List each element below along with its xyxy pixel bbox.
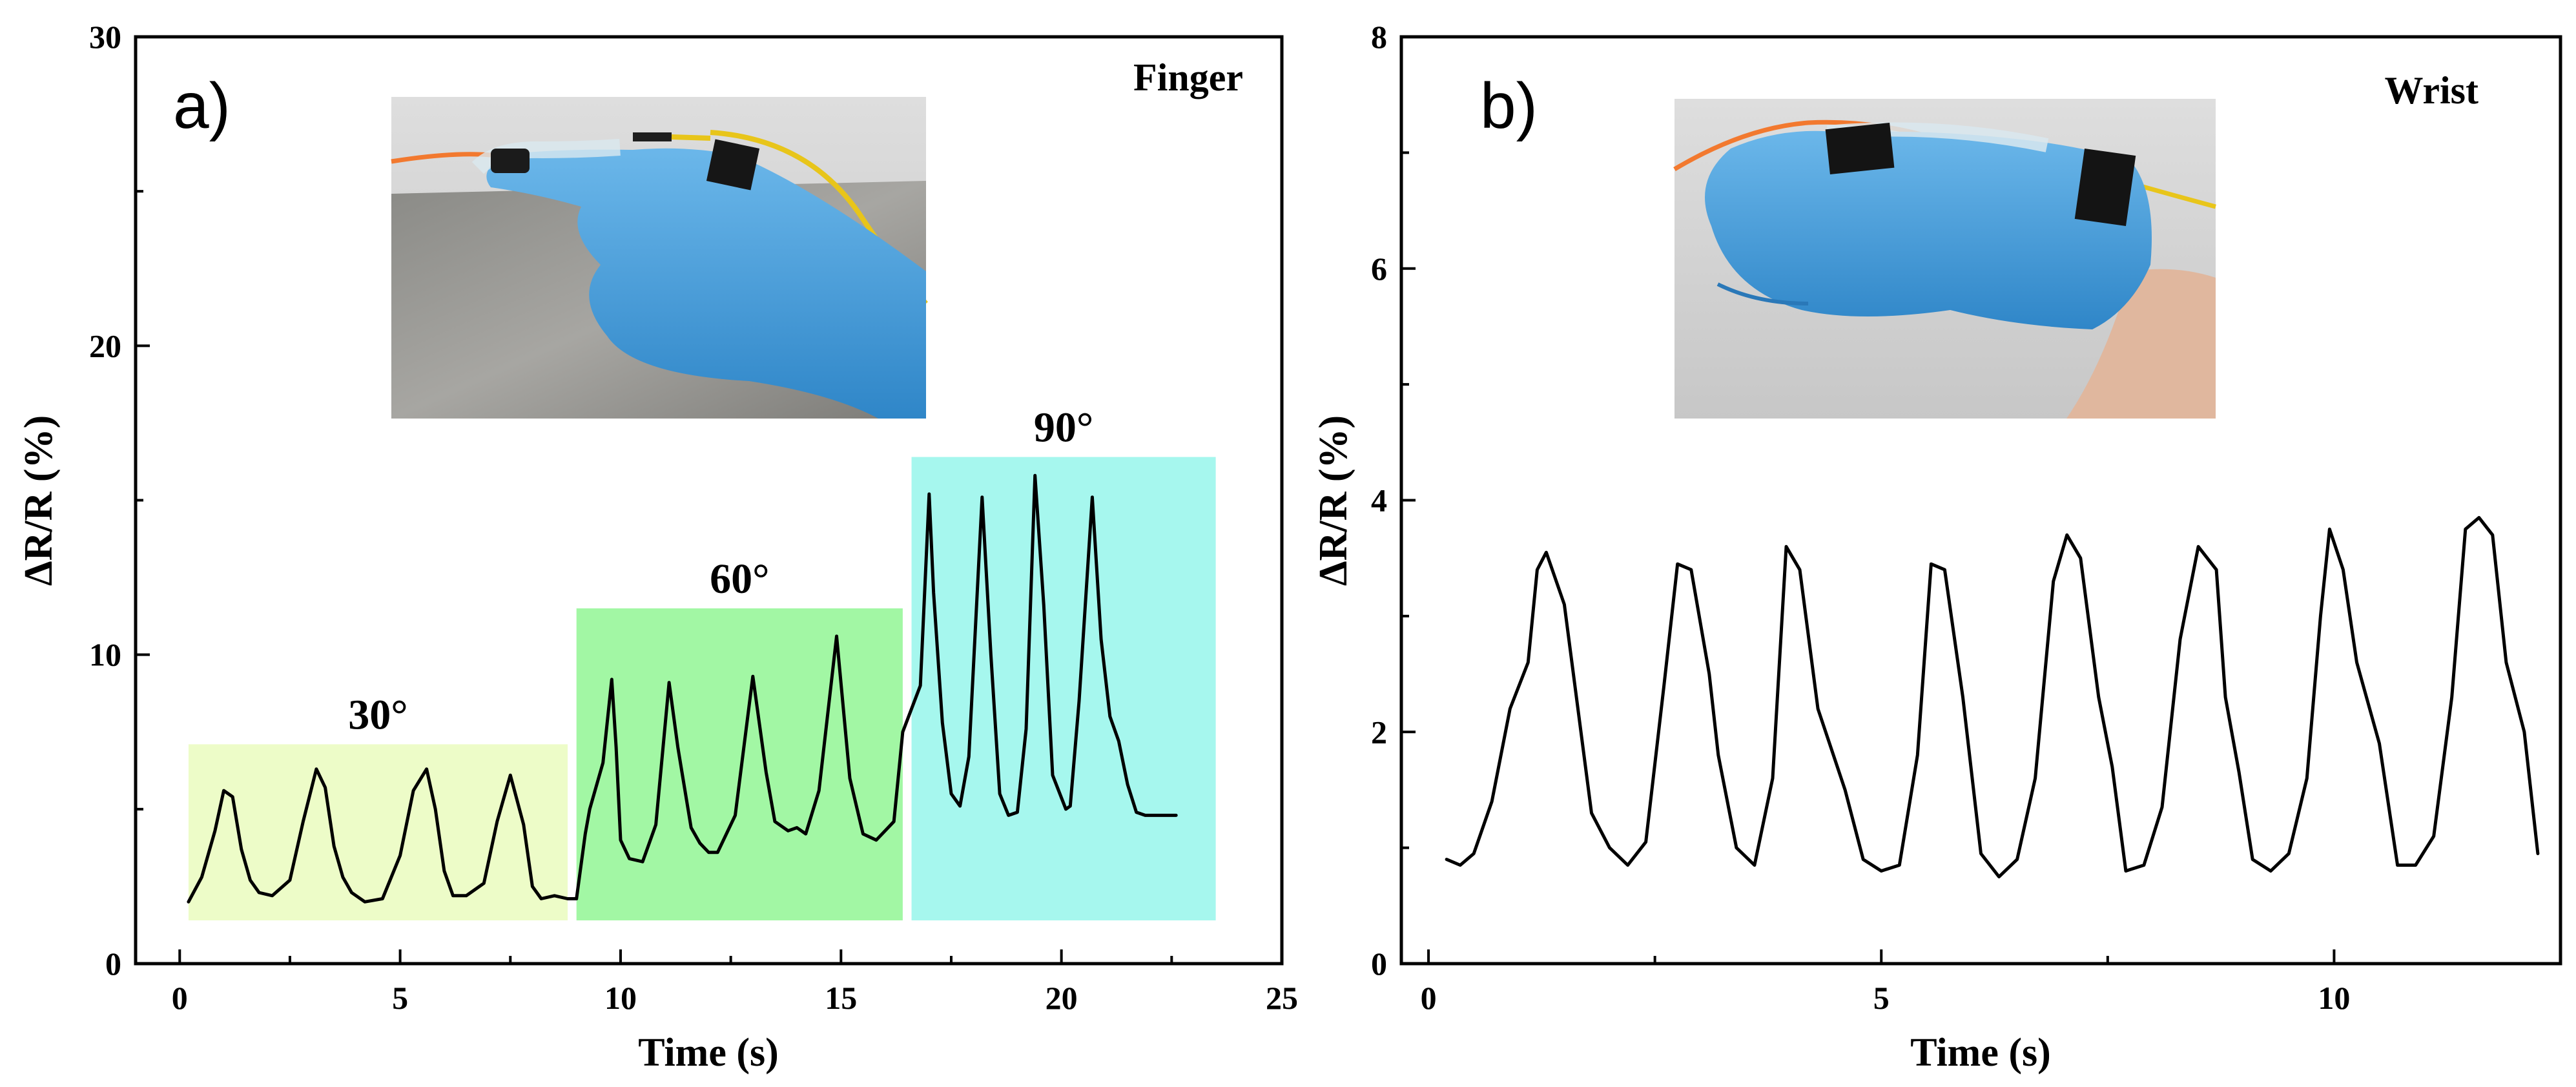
x-ticks: 0 5 10 15 20 25	[172, 949, 1298, 1016]
y-tick-label: 20	[89, 327, 121, 364]
panel-b: 0 5 10 0 2 4 6 8 b) Wrist Time (s) ΔR/R (%)	[1312, 19, 2562, 1075]
panel-a: 0 5 10 15 20 25 0 10 20 30 30° 60° 90° a) Finger T…	[17, 19, 1298, 1075]
strain-region	[576, 608, 903, 921]
x-tick-label: 5	[1873, 980, 1890, 1016]
panel-annotation: Finger	[1133, 56, 1243, 99]
x-tick-label: 25	[1266, 980, 1298, 1016]
y-tick-label: 4	[1371, 482, 1387, 519]
x-tick-label: 20	[1046, 980, 1078, 1016]
x-axis-title: Time (s)	[638, 1031, 779, 1075]
strain-region	[911, 457, 1216, 921]
x-tick-label: 10	[2318, 980, 2350, 1016]
region-label: 90°	[1034, 404, 1093, 451]
y-tick-label: 6	[1371, 251, 1387, 287]
wrist-photo	[1673, 99, 2216, 419]
y-tick-label: 8	[1371, 19, 1387, 55]
series-line	[1445, 515, 2540, 878]
y-ticks: 0 2 4 6 8	[1371, 19, 1416, 982]
x-ticks: 0 5 10	[1421, 949, 2350, 1016]
series-line	[187, 473, 1178, 904]
x-tick-label: 0	[172, 980, 188, 1016]
y-tick-label: 2	[1371, 714, 1387, 750]
y-tick-label: 0	[1371, 946, 1387, 982]
strain-regions	[188, 457, 1216, 921]
x-tick-label: 15	[825, 980, 857, 1016]
y-tick-label: 0	[105, 946, 121, 982]
region-label: 30°	[348, 691, 407, 738]
panel-label: a)	[173, 70, 231, 142]
y-axis-title: ΔR/R (%)	[1312, 415, 1355, 586]
y-tick-label: 30	[89, 19, 121, 55]
panel-label: b)	[1480, 70, 1538, 142]
region-labels: 30° 60° 90°	[348, 404, 1093, 739]
x-tick-label: 5	[392, 980, 408, 1016]
strain-region	[188, 744, 568, 921]
x-tick-label: 10	[604, 980, 637, 1016]
x-tick-label: 0	[1421, 980, 1437, 1016]
x-axis-title: Time (s)	[1910, 1031, 2051, 1075]
finger-photo	[391, 97, 929, 419]
y-ticks: 0 10 20 30	[89, 19, 150, 982]
region-label: 60°	[710, 555, 769, 603]
panel-annotation: Wrist	[2384, 69, 2478, 112]
y-axis-title: ΔR/R (%)	[17, 415, 61, 586]
y-tick-label: 10	[89, 637, 121, 673]
